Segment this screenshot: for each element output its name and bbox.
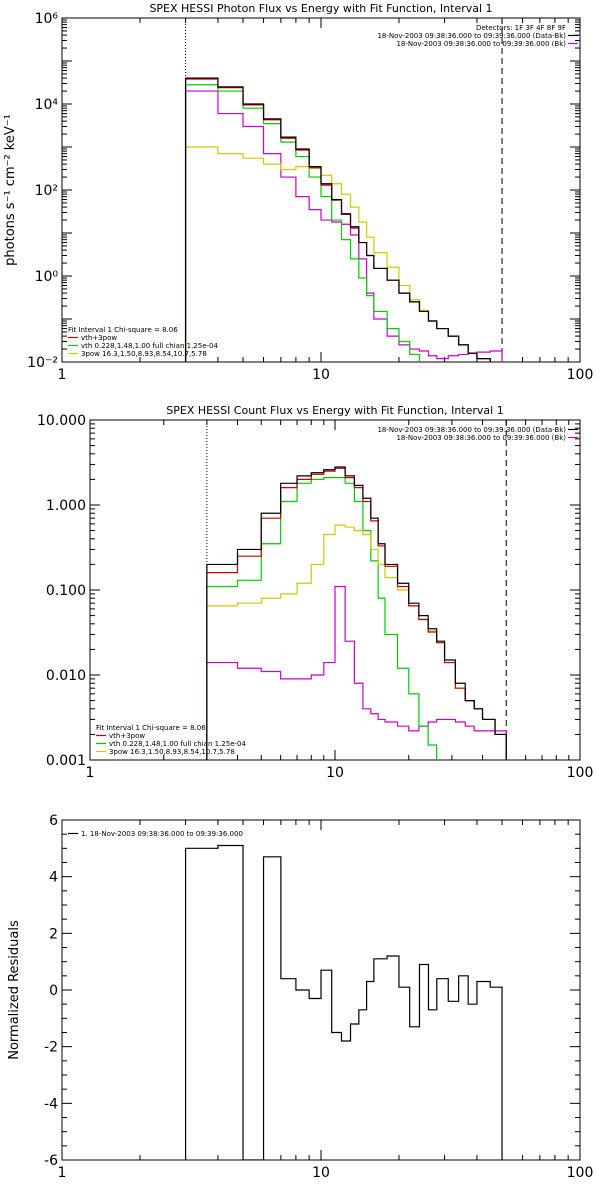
legend-entry-label: 18-Nov-2003 09:38:36.000 to 09:39:36.000… <box>377 32 566 40</box>
legend-entry-label: 3pow 16.3,1.50,8.93,8.54,10.7,5.78 <box>81 350 207 358</box>
legend-entry-label: 3pow 16.3,1.50,8.93,8.54,10.7,5.78 <box>109 748 235 756</box>
chart-title: SPEX HESSI Photon Flux vs Energy with Fi… <box>149 2 492 15</box>
x-tick-label: 10 <box>312 367 330 383</box>
x-tick-label: 100 <box>567 765 594 781</box>
x-tick-label: 100 <box>567 1165 594 1181</box>
x-tick-label: 1 <box>86 765 95 781</box>
y-tick-label: 0.100 <box>46 583 86 599</box>
legend-entry-label: 18-Nov-2003 09:38:36.000 to 09:39:36.000… <box>396 40 566 48</box>
series-data <box>184 77 491 362</box>
y-tick-label: 0 <box>49 983 58 999</box>
legend-entry-label: vth+3pow <box>81 334 117 342</box>
legend-entry-label: vth 0.228,1.48,1.00 full chian 1.25e-04 <box>81 342 219 350</box>
legend-entry-label: 18-Nov-2003 09:38:36.000 to 09:39:36.000… <box>377 426 566 434</box>
legend-entry-label: vth 0.228,1.48,1.00 full chian 1.25e-04 <box>109 740 247 748</box>
chart-panel-3: 1 10 100 -6 -4 -2 0 2 4 6 Normalized Residuals 1. 1… <box>7 813 593 1181</box>
y-tick-label: 0.001 <box>46 753 86 769</box>
chart-title: SPEX HESSI Count Flux vs Energy with Fit… <box>166 404 503 417</box>
y-tick-label: 10⁶ <box>35 11 59 27</box>
y-tick-label: 10.000 <box>37 413 86 429</box>
y-tick-label: 4 <box>49 870 58 886</box>
series-background <box>206 585 507 760</box>
series-group <box>206 466 507 760</box>
x-tick-label: 10 <box>326 765 344 781</box>
legend-entry-label: vth+3pow <box>109 732 145 740</box>
y-axis-label: Normalized Residuals <box>7 920 22 1060</box>
series-group <box>184 844 503 1160</box>
y-tick-label: 1.000 <box>46 498 86 514</box>
chart-panel-2: SPEX HESSI Count Flux vs Energy with Fit… <box>37 404 594 781</box>
legend-header: Fit Interval 1 Chi-square = 8.06 <box>68 326 178 334</box>
y-tick-label: 10⁴ <box>35 97 59 113</box>
legend-entry-label: 18-Nov-2003 09:38:36.000 to 09:39:36.000… <box>396 434 566 442</box>
x-tick-label: 100 <box>567 367 594 383</box>
series-thermal <box>184 84 421 362</box>
y-tick-label: 6 <box>49 813 58 829</box>
y-tick-label: 2 <box>49 926 58 942</box>
y-tick-label: 10² <box>35 183 58 199</box>
x-tick-label: 10 <box>312 1165 330 1181</box>
x-tick-label: 1 <box>58 367 67 383</box>
y-tick-label: 10⁰ <box>35 269 59 285</box>
y-tick-label: 0.010 <box>46 668 86 684</box>
series-nonthermal <box>184 146 491 362</box>
y-axis-label: photons s⁻¹ cm⁻² keV⁻¹ <box>3 114 18 266</box>
legend-header: Detectors: 1F 3F 4F 8F 9F <box>476 24 566 32</box>
y-tick-label: 10⁻² <box>27 355 58 371</box>
series-data <box>206 466 507 760</box>
y-tick-label: -2 <box>44 1040 58 1056</box>
y-tick-label: -4 <box>44 1096 58 1112</box>
series-nonthermal <box>206 524 507 760</box>
series-background <box>184 90 503 362</box>
chart-panel-1: SPEX HESSI Photon Flux vs Energy with Fi… <box>3 2 593 383</box>
legend-entry-label: 1. 18-Nov-2003 09:38:36.000 to 09:39:36.… <box>81 830 243 838</box>
series-fit <box>206 467 507 760</box>
y-tick-label: -6 <box>44 1153 58 1169</box>
series-residuals <box>184 844 503 1160</box>
legend-header: Fit Interval 1 Chi-square = 8.06 <box>96 724 206 732</box>
series-fit <box>184 78 491 362</box>
x-tick-label: 1 <box>58 1165 67 1181</box>
series-group <box>184 77 503 362</box>
